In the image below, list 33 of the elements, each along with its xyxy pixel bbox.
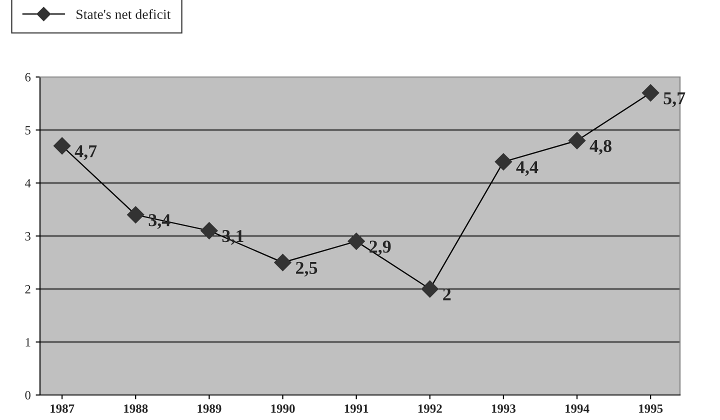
data-label: 4,7 bbox=[74, 145, 97, 160]
x-tick-label: 1987 bbox=[50, 404, 74, 413]
x-tick-label: 1992 bbox=[418, 404, 442, 413]
data-label: 4,8 bbox=[590, 140, 612, 155]
point bbox=[54, 137, 71, 154]
legend-label: State's net deficit bbox=[76, 9, 171, 20]
point bbox=[274, 254, 292, 272]
point bbox=[642, 84, 660, 102]
point bbox=[568, 132, 586, 150]
x-tick-label: 1990 bbox=[271, 404, 295, 413]
point bbox=[421, 280, 438, 298]
point bbox=[127, 206, 144, 224]
data-label: 4,4 bbox=[516, 161, 538, 176]
point bbox=[494, 153, 512, 170]
y-tick-label: 1 bbox=[26, 338, 30, 346]
point bbox=[200, 222, 218, 240]
data-label: 2,9 bbox=[370, 240, 391, 256]
y-tick-label: 0 bbox=[25, 391, 30, 400]
x-tick-label: 1995 bbox=[639, 404, 663, 413]
y-tick-label: 2 bbox=[25, 285, 30, 294]
y-tick-label: 4 bbox=[24, 179, 31, 188]
y-tick-label: 3 bbox=[25, 232, 30, 240]
data-label: 2,5 bbox=[296, 262, 318, 277]
x-tick-label: 1988 bbox=[124, 404, 148, 413]
x-tick-label: 1994 bbox=[566, 404, 590, 413]
y-tick-label: 5 bbox=[25, 126, 30, 134]
data-label: 2 bbox=[443, 288, 451, 300]
x-tick-label: 1993 bbox=[492, 404, 516, 413]
point bbox=[348, 232, 365, 250]
x-tick-label: 1989 bbox=[198, 404, 222, 413]
y-tick-label: 6 bbox=[25, 73, 31, 82]
x-tick-label: 1991 bbox=[344, 404, 368, 413]
data-label: 5,7 bbox=[664, 92, 686, 107]
